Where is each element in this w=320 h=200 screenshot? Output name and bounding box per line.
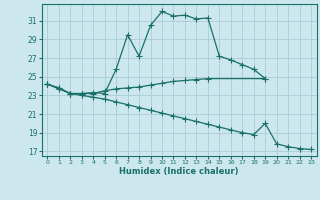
X-axis label: Humidex (Indice chaleur): Humidex (Indice chaleur) [119,167,239,176]
